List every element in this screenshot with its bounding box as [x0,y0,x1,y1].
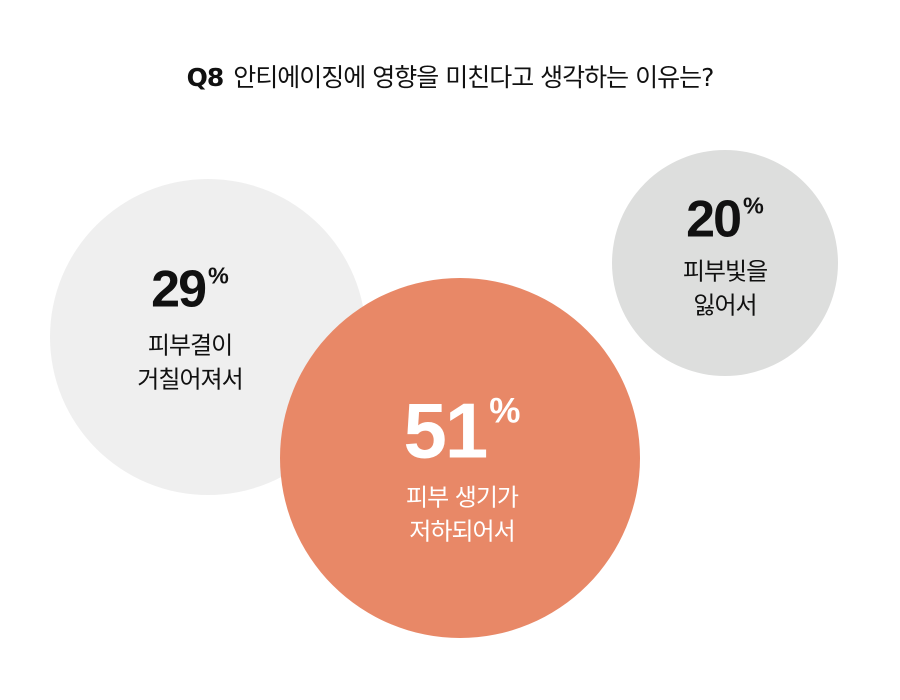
label-line: 피부결이 [147,331,233,360]
unit: % [743,192,764,219]
value-label: 29% [137,263,242,315]
label-line: 피부빛을 [682,257,768,286]
value-label: 51% [404,391,521,469]
value: 29 [151,260,207,319]
chart-title: Q8 안티에이징에 영향을 미친다고 생각하는 이유는? [0,58,900,94]
label-line: 거칠어져서 [137,365,243,393]
label-line: 잃어서 [693,291,757,319]
bubble-20 [612,150,838,376]
value: 20 [686,190,742,249]
unit: % [489,391,521,431]
question-number: Q8 [186,63,225,92]
value-label: 20% [683,193,767,245]
value: 51 [403,386,489,475]
unit: % [208,262,229,289]
bubble-51 [280,278,640,638]
label-line: 저하되어서 [409,517,515,545]
question-text: 안티에이징에 영향을 미친다고 생각하는 이유는? [233,63,714,92]
label-line: 피부 생기가 [405,483,519,512]
